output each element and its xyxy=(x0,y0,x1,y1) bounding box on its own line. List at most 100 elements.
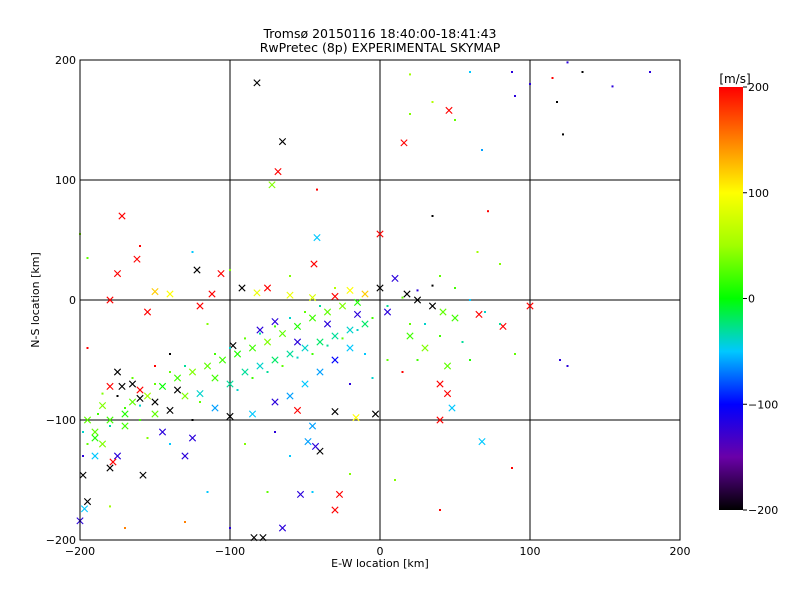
data-point-x xyxy=(331,292,339,300)
data-point-x xyxy=(121,422,129,430)
data-point-x xyxy=(376,284,384,292)
data-point-dot xyxy=(559,359,561,361)
data-point-dot xyxy=(311,353,314,355)
data-point-x xyxy=(346,344,354,352)
data-point-dot xyxy=(431,101,434,103)
data-point-dot xyxy=(439,275,441,277)
colorbar xyxy=(719,87,743,510)
data-point-dot xyxy=(139,245,141,247)
data-point-x xyxy=(136,386,144,394)
data-point-x xyxy=(428,302,437,310)
data-point-dot xyxy=(169,371,171,373)
data-point-x xyxy=(193,266,201,274)
data-point-x xyxy=(391,274,399,282)
data-point-dot xyxy=(311,491,314,493)
data-point-x xyxy=(136,394,144,402)
data-point-x xyxy=(361,320,369,328)
data-point-dot xyxy=(266,491,269,493)
data-point-x xyxy=(253,79,261,87)
data-point-dot xyxy=(409,323,411,325)
x-tick-label: 200 xyxy=(670,545,691,558)
data-point-dot xyxy=(469,71,471,73)
grid-lines xyxy=(80,60,680,540)
data-point-dot xyxy=(124,527,126,529)
data-point-x xyxy=(173,386,182,394)
colorbar-label: [m/s] xyxy=(719,72,750,86)
y-tick-label: 0 xyxy=(69,294,76,307)
data-point-dot xyxy=(82,455,84,457)
data-point-dot xyxy=(566,365,569,367)
data-point-dot xyxy=(244,443,246,445)
data-point-x xyxy=(286,392,294,400)
colorbar-tick-label: 0 xyxy=(748,293,755,306)
data-point-dot xyxy=(551,77,554,79)
data-point-dot xyxy=(356,329,359,331)
data-point-dot xyxy=(109,505,111,508)
data-point-x xyxy=(286,350,294,358)
data-point-x xyxy=(181,392,189,400)
data-point-x xyxy=(83,498,92,506)
data-point-x xyxy=(80,505,89,513)
data-point-x xyxy=(263,338,272,346)
data-point-x xyxy=(113,368,122,376)
colorbar-ticks: −200 −100 0 100 200 xyxy=(743,81,778,517)
x-tick-label: 100 xyxy=(520,545,541,558)
y-tick-label: 100 xyxy=(55,174,76,187)
data-point-x xyxy=(109,458,117,466)
x-tick-label: −100 xyxy=(215,545,245,558)
data-point-x xyxy=(188,368,197,376)
data-point-x xyxy=(475,310,483,318)
data-point-x xyxy=(188,434,197,442)
data-point-x xyxy=(196,390,204,398)
data-point-x xyxy=(118,382,126,390)
colorbar-tick-label: −200 xyxy=(748,504,778,517)
data-point-dot xyxy=(289,275,291,277)
data-point-dot xyxy=(229,347,231,349)
data-point-x xyxy=(443,362,452,370)
data-point-dot xyxy=(649,71,651,73)
data-point-dot xyxy=(124,407,126,409)
y-tick-label: 200 xyxy=(55,54,76,67)
data-point-x xyxy=(226,412,234,420)
data-point-x xyxy=(128,398,137,406)
data-point-x xyxy=(248,410,257,418)
x-tick-label: 0 xyxy=(377,545,384,558)
data-point-x xyxy=(301,344,309,352)
data-point-dot xyxy=(82,431,84,433)
data-point-x xyxy=(181,452,189,460)
data-point-x xyxy=(233,350,242,358)
data-point-x xyxy=(286,291,294,299)
data-point-x xyxy=(353,310,362,318)
data-point-x xyxy=(106,382,114,390)
data-point-x xyxy=(166,406,174,414)
data-point-dot xyxy=(101,392,104,395)
data-point-x xyxy=(128,380,137,388)
data-point-x xyxy=(91,434,99,442)
data-point-dot xyxy=(529,83,531,85)
data-point-x xyxy=(91,452,99,460)
data-point-x xyxy=(139,471,147,479)
data-point-dot xyxy=(229,269,231,271)
data-point-dot xyxy=(611,85,614,88)
data-point-dot xyxy=(206,491,209,493)
data-point-x xyxy=(308,314,317,322)
data-point-dot xyxy=(289,317,291,319)
data-point-x xyxy=(113,452,122,460)
data-point-x xyxy=(121,410,129,418)
data-point-x xyxy=(293,338,302,346)
data-point-dot xyxy=(461,341,464,343)
data-point-x xyxy=(451,314,459,322)
data-point-x xyxy=(151,398,159,406)
data-point-x xyxy=(98,402,107,410)
x-tick-label: −200 xyxy=(65,545,95,558)
data-point-x xyxy=(445,106,453,114)
data-point-x xyxy=(421,344,429,352)
data-point-x xyxy=(293,322,302,330)
data-point-x xyxy=(436,416,444,424)
data-point-dot xyxy=(109,425,111,427)
data-point-x xyxy=(106,416,114,424)
data-point-dot xyxy=(469,359,471,361)
data-point-x xyxy=(263,284,272,292)
data-point-dot xyxy=(556,101,558,103)
data-point-dot xyxy=(416,289,419,292)
